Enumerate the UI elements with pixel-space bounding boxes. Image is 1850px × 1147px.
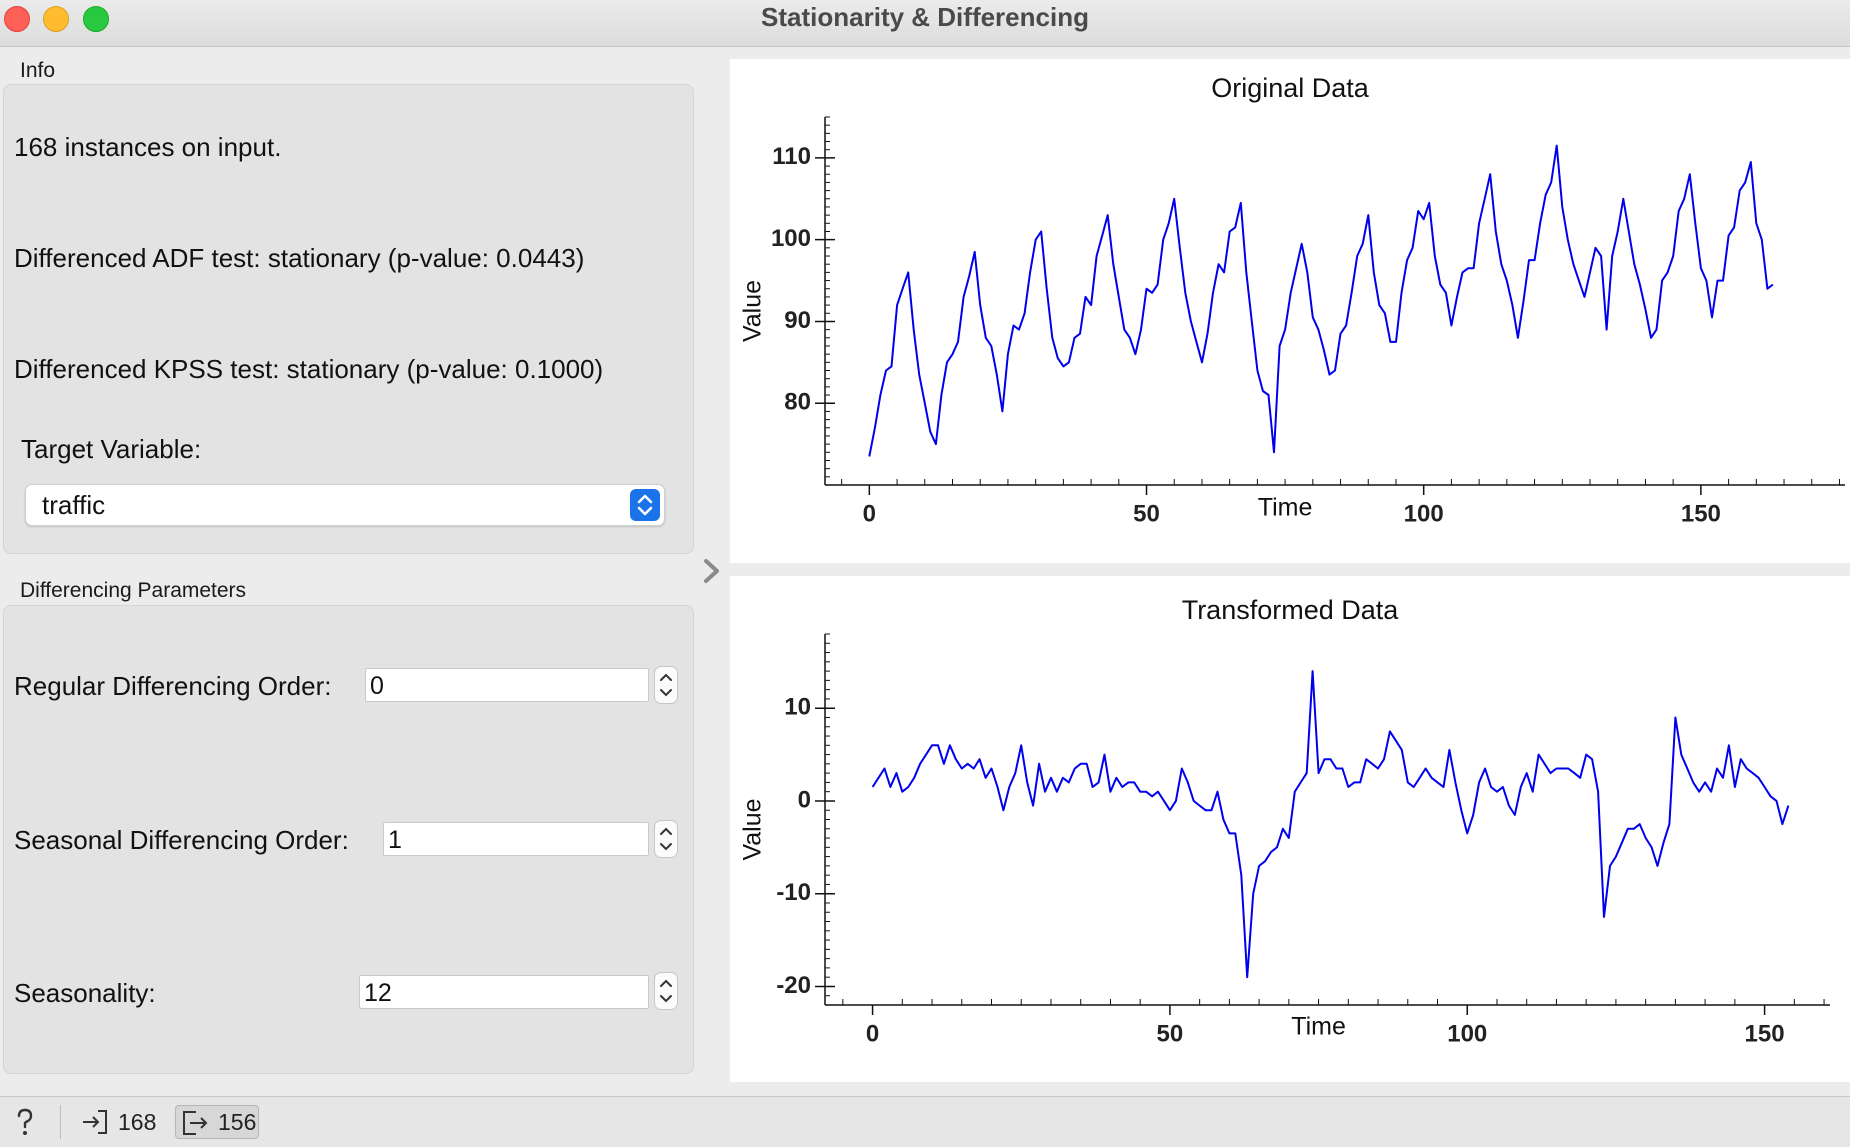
question-mark-icon[interactable] <box>10 1106 40 1143</box>
seasonality-input[interactable]: 12 <box>359 975 649 1009</box>
y-tick-label: 90 <box>784 307 811 334</box>
x-tick-label: 0 <box>863 500 876 527</box>
x-axis-label: Time <box>1258 494 1313 522</box>
x-tick-label: 100 <box>1404 500 1444 527</box>
x-axis-label: Time <box>1291 1013 1346 1041</box>
series-line <box>871 670 1790 979</box>
y-tick-label: -20 <box>776 972 811 999</box>
transformed-data-plot: Transformed Data 0 50 100 150 -20 -10 0 10 Time Va… <box>730 576 1850 1082</box>
series-line <box>868 144 1774 457</box>
x-tick-label: 50 <box>1133 500 1160 527</box>
y-axis-label: Value <box>739 280 767 342</box>
chart-title: Transformed Data <box>1182 595 1400 625</box>
output-count: 156 <box>218 1109 257 1135</box>
status-separator <box>60 1105 61 1139</box>
instances-text: 168 instances on input. <box>14 132 282 162</box>
regular-differencing-stepper[interactable] <box>654 666 678 704</box>
chevron-right-icon[interactable] <box>700 556 724 591</box>
seasonal-differencing-stepper[interactable] <box>654 820 678 858</box>
x-tick-label: 100 <box>1447 1020 1487 1047</box>
window-title: Stationarity & Differencing <box>761 2 1089 32</box>
regular-differencing-input[interactable]: 0 <box>365 668 649 702</box>
original-data-chart: Original Data 0 50 100 150 80 90 100 110 Time Valu… <box>739 73 1845 527</box>
target-variable-value: traffic <box>42 490 106 520</box>
target-variable-combo[interactable]: traffic <box>25 484 665 526</box>
y-tick-label: 100 <box>771 225 811 252</box>
status-bar: 168 156 <box>0 1096 1850 1147</box>
y-tick-label: 0 <box>798 786 811 813</box>
original-data-plot: Original Data 0 50 100 150 80 90 100 110 Time Valu… <box>730 59 1850 563</box>
seasonality-label: Seasonality: <box>14 978 156 1008</box>
kpss-test-text: Differenced KPSS test: stationary (p-val… <box>14 354 604 384</box>
x-tick-label: 0 <box>866 1020 879 1047</box>
zoom-window-button[interactable] <box>83 6 109 32</box>
output-arrow-icon <box>180 1108 210 1143</box>
differencing-group-label: Differencing Parameters <box>20 579 247 602</box>
target-variable-label: Target Variable: <box>21 434 202 464</box>
input-arrow-icon <box>80 1107 110 1142</box>
x-tick-label: 50 <box>1157 1020 1184 1047</box>
minimize-window-button[interactable] <box>43 6 69 32</box>
transformed-data-chart: Transformed Data 0 50 100 150 -20 -10 0 10 Time Va… <box>739 595 1830 1047</box>
y-tick-label: -10 <box>776 879 811 906</box>
close-window-button[interactable] <box>4 6 30 32</box>
chart-title: Original Data <box>1211 73 1370 103</box>
info-groupbox <box>3 84 694 554</box>
seasonality-stepper[interactable] <box>654 972 678 1010</box>
regular-differencing-label: Regular Differencing Order: <box>14 671 332 701</box>
info-group-label: Info <box>20 59 56 82</box>
output-count-box[interactable]: 156 <box>175 1105 259 1139</box>
y-tick-label: 80 <box>784 389 811 416</box>
title-bar: Stationarity & Differencing <box>0 0 1850 47</box>
updown-chevron-icon[interactable] <box>630 489 660 521</box>
seasonal-differencing-input[interactable]: 1 <box>383 822 649 856</box>
y-axis-label: Value <box>739 798 767 860</box>
x-tick-label: 150 <box>1681 500 1721 527</box>
y-tick-label: 10 <box>784 694 811 721</box>
seasonal-differencing-label: Seasonal Differencing Order: <box>14 825 349 855</box>
x-tick-label: 150 <box>1745 1020 1785 1047</box>
y-tick-label: 110 <box>772 143 811 170</box>
input-count: 168 <box>118 1109 157 1135</box>
adf-test-text: Differenced ADF test: stationary (p-valu… <box>14 243 585 273</box>
